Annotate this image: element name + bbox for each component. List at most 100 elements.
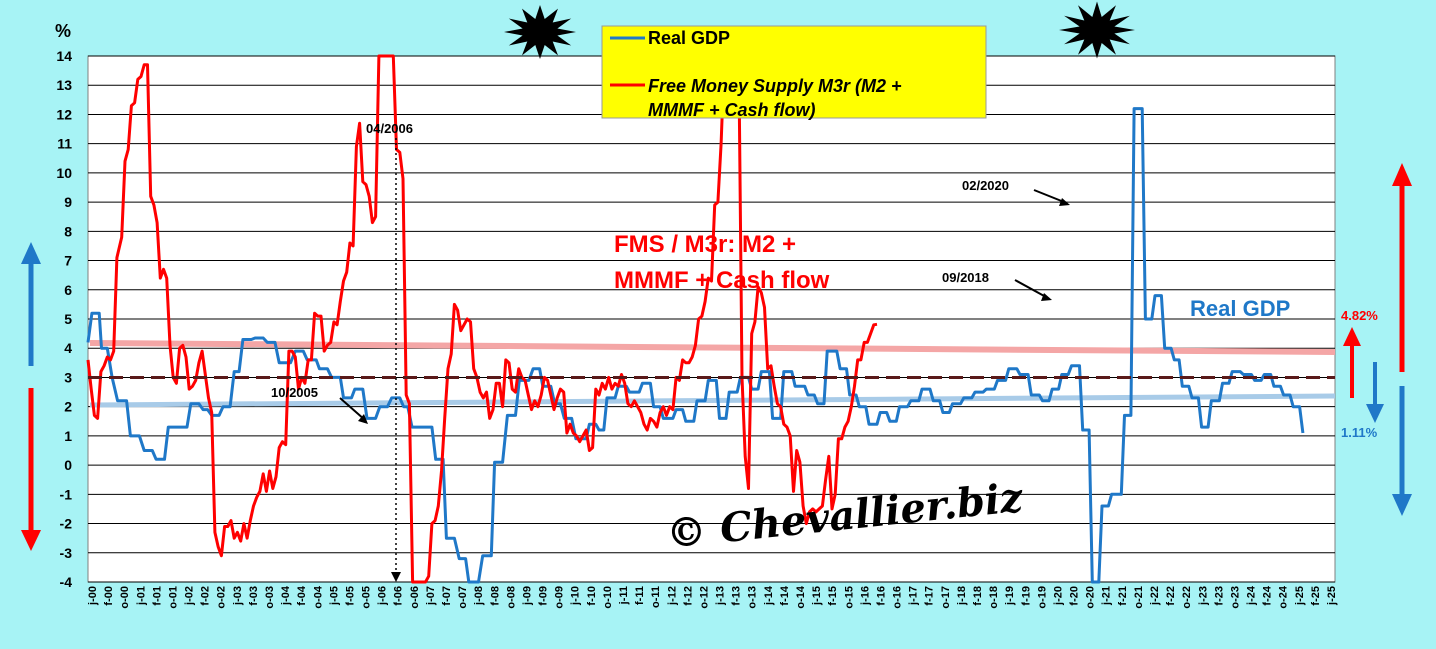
- y-tick-label: 5: [64, 311, 72, 327]
- x-tick-label: o-07: [457, 586, 469, 609]
- x-tick-label: o-13: [747, 586, 759, 609]
- x-tick-label: j-05: [328, 586, 340, 606]
- x-tick-label: o-14: [795, 585, 807, 609]
- x-tick-label: j-03: [232, 586, 244, 606]
- annotation-10-2005-arrow: [339, 397, 366, 421]
- gdp-trend-line: [89, 393, 1336, 408]
- x-tick-label: f-24: [1262, 585, 1274, 605]
- legend-label-fms-line2: MMMF + Cash flow): [648, 100, 816, 120]
- latest-gdp-value: 1.11%: [1341, 425, 1378, 440]
- y-tick-label: 12: [56, 106, 72, 122]
- side-arrows: [21, 163, 1412, 551]
- y-tick-label: 1: [64, 428, 72, 444]
- y-tick-label: 9: [64, 194, 72, 210]
- x-tick-label: f-03: [248, 586, 260, 606]
- y-tick-label: 14: [56, 48, 72, 64]
- x-tick-label: o-09: [554, 586, 566, 609]
- fms-label-line2: MMMF + Cash flow: [614, 267, 830, 294]
- x-tick-label: o-16: [892, 586, 904, 609]
- annotation-10-2005-arrowhead: [358, 414, 368, 424]
- x-tick-label: o-00: [119, 586, 131, 609]
- x-tick-label: j-09: [521, 586, 533, 606]
- latest-fms-value: 4.82%: [1341, 308, 1378, 323]
- x-tick-label: f-21: [1117, 586, 1129, 606]
- x-tick-label: j-21: [1101, 586, 1113, 606]
- x-tick-label: o-10: [602, 586, 614, 609]
- annotation-09-2018-arrow: [1014, 279, 1047, 298]
- starburst-marker-2009: [504, 5, 576, 59]
- x-tick-label: o-18: [988, 586, 1000, 609]
- x-tick-label: j-15: [811, 586, 823, 606]
- x-tick-label: f-12: [682, 586, 694, 606]
- x-tick-label: f-02: [200, 586, 212, 606]
- x-tick-label: f-07: [441, 586, 453, 606]
- x-tick-label: j-12: [666, 586, 678, 606]
- x-tick-label: j-00: [87, 586, 99, 606]
- legend-label-fms-line1: Free Money Supply M3r (M2 +: [648, 76, 902, 96]
- small-red-up-arrowhead: [1343, 327, 1361, 346]
- series-group: [86, 54, 1305, 584]
- x-tick-label: f-00: [103, 586, 115, 606]
- x-tick-label: f-05: [344, 586, 356, 606]
- y-tick-label: 6: [64, 282, 72, 298]
- y-tick-label: 4: [64, 340, 72, 356]
- x-tick-label: o-06: [409, 586, 421, 609]
- left-red-down-arrowhead: [21, 530, 41, 551]
- x-tick-label: j-19: [1004, 586, 1016, 606]
- x-tick-label: f-22: [1165, 586, 1177, 606]
- y-tick-label: 10: [56, 165, 72, 181]
- x-tick-label: f-15: [827, 586, 839, 606]
- y-tick-label: 3: [64, 369, 72, 385]
- x-tick-label: o-23: [1229, 586, 1241, 609]
- x-tick-label: o-22: [1181, 586, 1193, 609]
- small-blue-down-arrowhead: [1366, 404, 1384, 423]
- x-tick-label: f-01: [151, 586, 163, 606]
- annotation-10-2005: 10/2005: [271, 385, 318, 400]
- x-tick-label: o-01: [167, 586, 179, 609]
- x-tick-label: o-05: [361, 586, 373, 609]
- y-tick-label: -2: [60, 516, 73, 532]
- x-tick-label: o-02: [216, 586, 228, 609]
- x-tick-label: j-24: [1246, 585, 1258, 606]
- x-tick-label: j-23: [1197, 586, 1209, 606]
- y-tick-label: 7: [64, 253, 72, 269]
- fms-trend-line: [89, 340, 1336, 355]
- x-tick-label: j-13: [715, 586, 727, 606]
- x-tick-label: o-12: [698, 586, 710, 609]
- x-tick-label: j-07: [425, 586, 437, 606]
- x-tick-label: o-24: [1278, 585, 1290, 609]
- fms-label-line1: FMS / M3r: M2 +: [614, 231, 796, 258]
- x-tick-label: f-16: [875, 586, 887, 606]
- x-tick-label: o-17: [940, 586, 952, 609]
- y-unit-label: %: [55, 21, 71, 41]
- x-tick-label: f-25: [1310, 586, 1322, 606]
- x-tick-label: f-17: [924, 586, 936, 606]
- x-tick-label: f-13: [731, 586, 743, 606]
- x-tick-label: j-08: [473, 586, 485, 606]
- x-tick-label: f-23: [1213, 586, 1225, 606]
- x-tick-label: f-14: [779, 585, 791, 605]
- x-tick-label: o-08: [505, 586, 517, 609]
- x-tick-label: o-03: [264, 586, 276, 609]
- annotation-09-2018: 09/2018: [942, 270, 989, 285]
- annotation-04-2006-arrowhead: [391, 572, 401, 582]
- x-tick-label: f-20: [1069, 586, 1081, 606]
- x-tick-label: j-14: [763, 585, 775, 606]
- x-tick-label: f-10: [586, 586, 598, 606]
- legend: Real GDP Free Money Supply M3r (M2 + MMM…: [601, 25, 987, 120]
- x-tick-label: o-19: [1036, 586, 1048, 609]
- x-tick-label: f-19: [1020, 586, 1032, 606]
- right-blue-down-arrowhead: [1392, 494, 1412, 516]
- annotation-02-2020-arrowhead: [1059, 198, 1070, 206]
- x-tick-label: o-11: [650, 586, 662, 608]
- y-tick-label: -4: [60, 574, 73, 590]
- x-tick-label: j-16: [859, 586, 871, 606]
- y-tick-label: -3: [60, 545, 73, 561]
- x-tick-label: f-08: [489, 586, 501, 606]
- left-blue-up-arrowhead: [21, 242, 41, 264]
- x-tick-label: j-17: [908, 586, 920, 606]
- x-tick-label: j-10: [570, 586, 582, 606]
- x-tick-label: j-02: [184, 586, 196, 606]
